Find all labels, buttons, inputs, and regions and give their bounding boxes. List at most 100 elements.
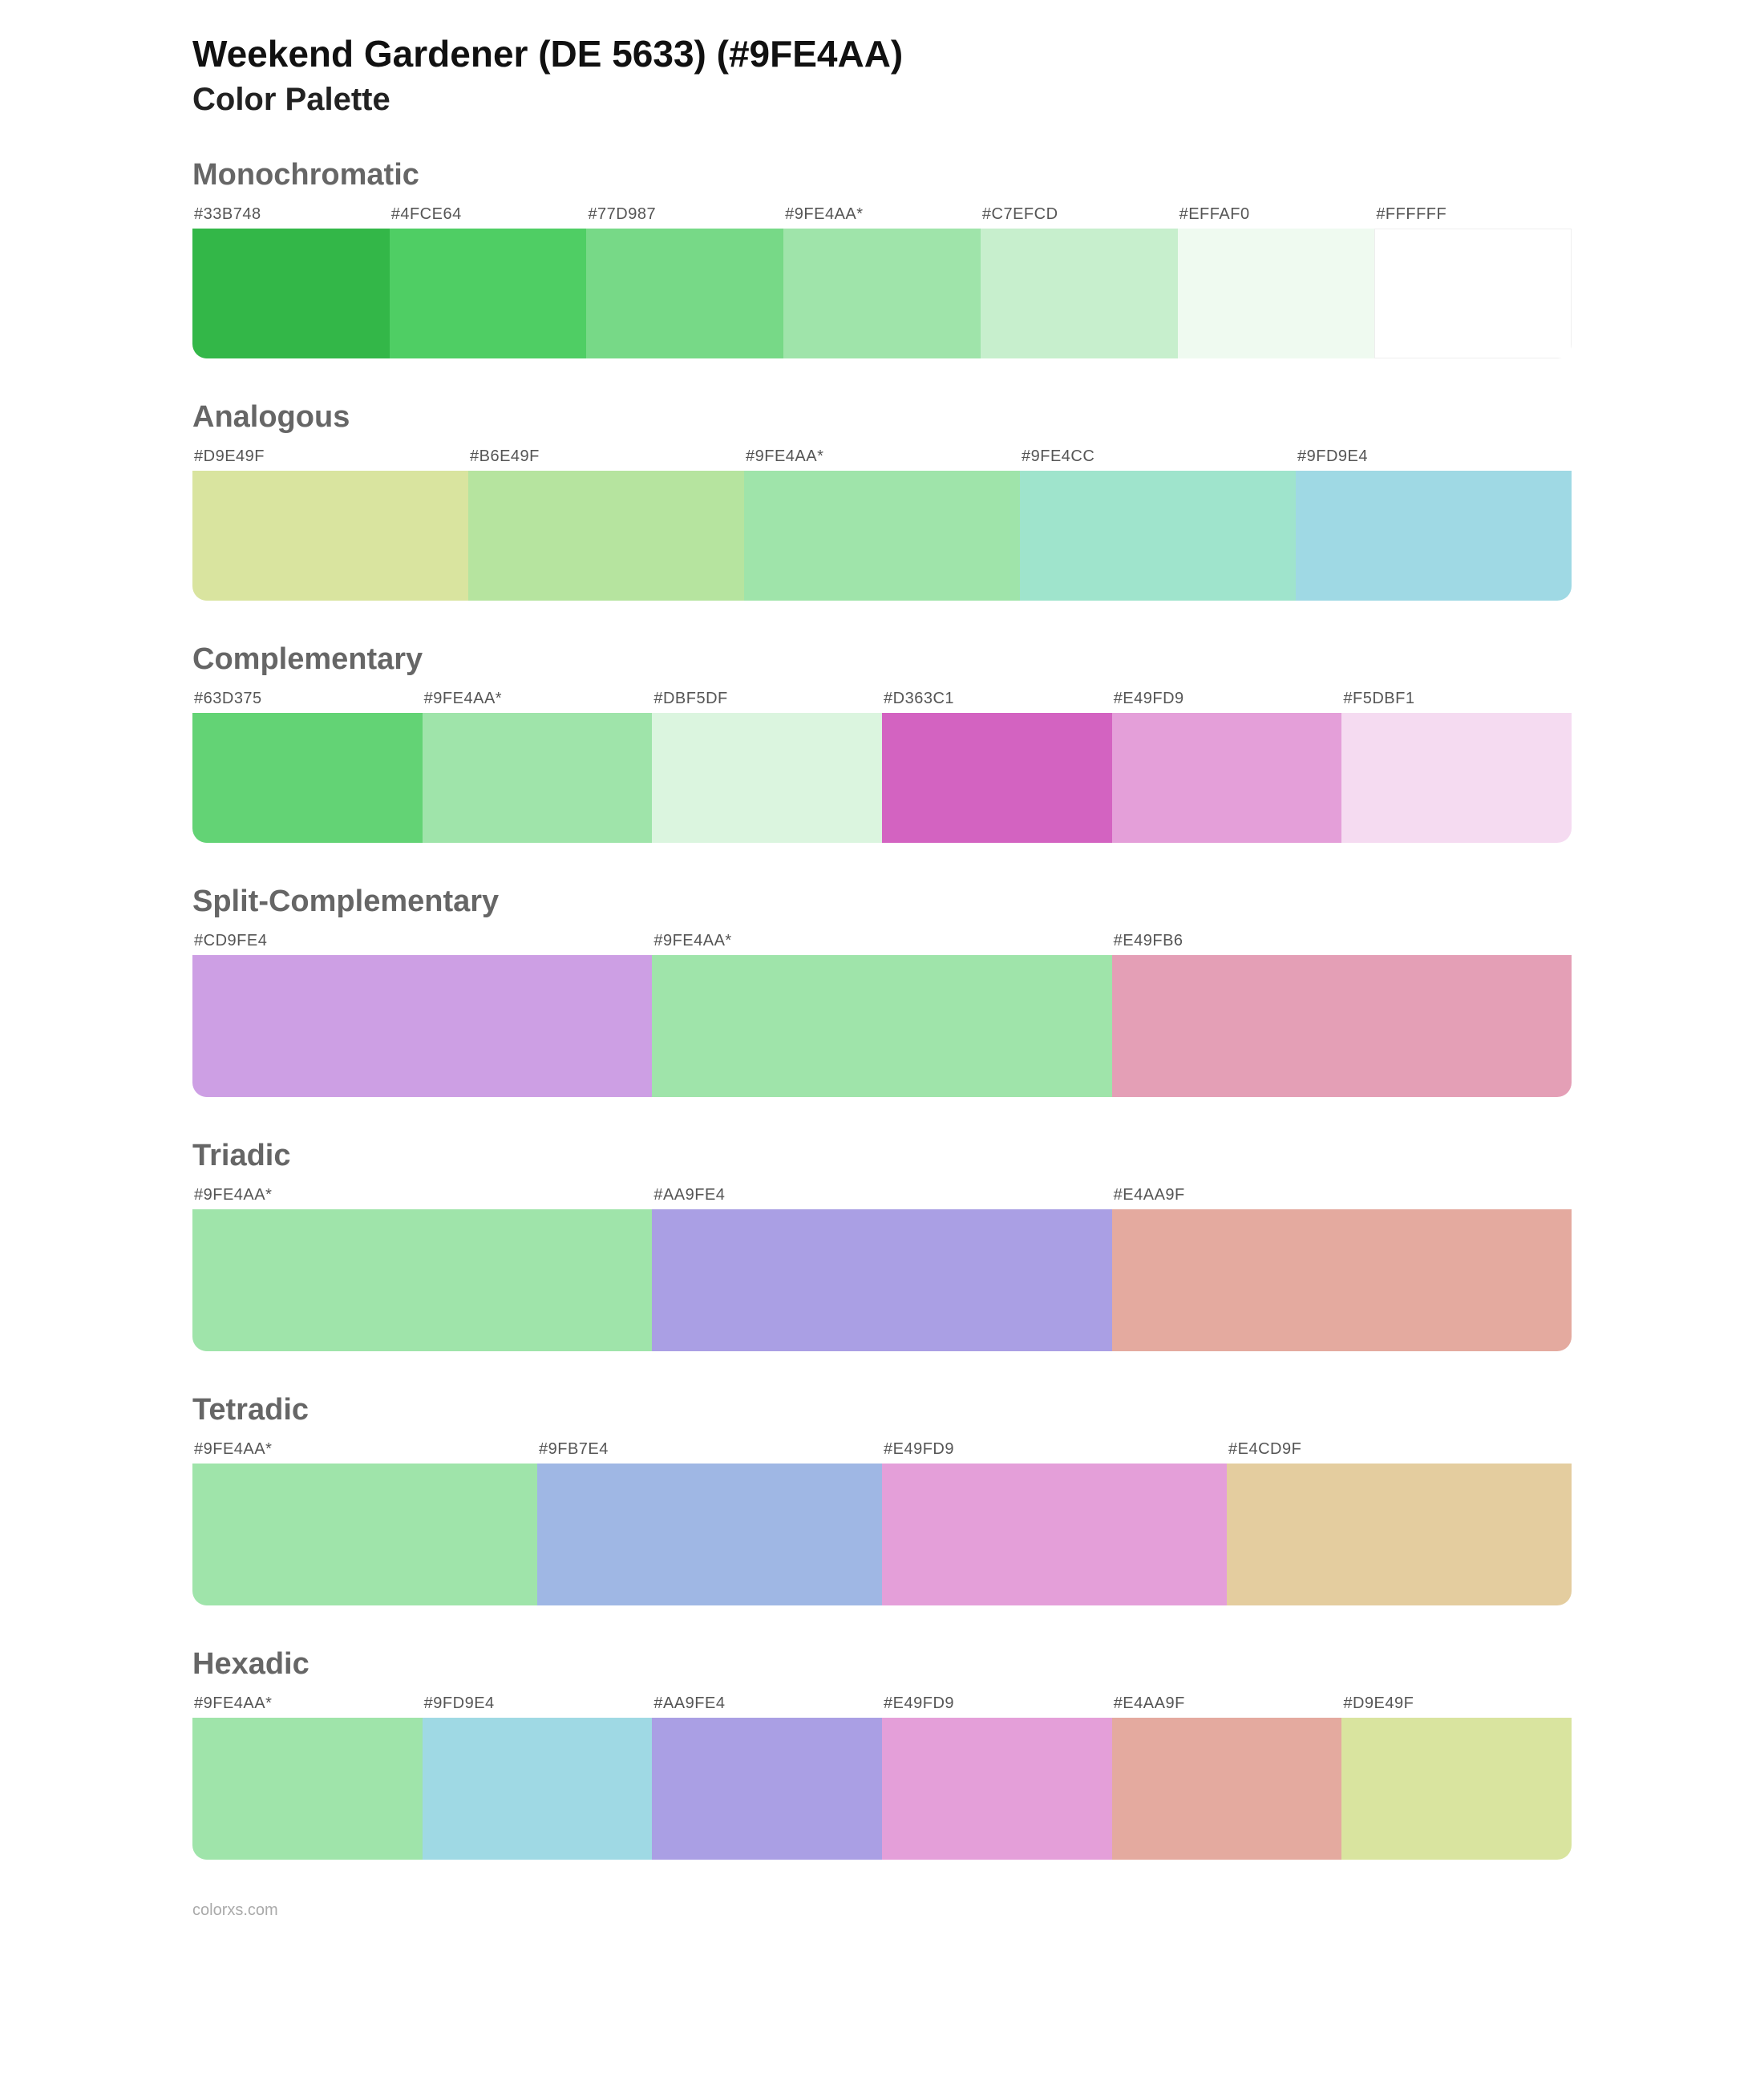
swatch-label: #E49FB6 xyxy=(1112,929,1572,955)
swatch-block xyxy=(192,1464,537,1605)
color-swatch: #C7EFCD xyxy=(981,202,1178,358)
swatch-block xyxy=(423,713,653,843)
swatch-block xyxy=(1296,471,1572,601)
swatch-block xyxy=(1112,713,1342,843)
swatch-label: #C7EFCD xyxy=(981,202,1178,229)
swatch-label: #E49FD9 xyxy=(882,1437,1227,1464)
swatch-label: #CD9FE4 xyxy=(192,929,652,955)
swatch-block xyxy=(192,1718,423,1860)
swatch-block xyxy=(882,713,1112,843)
swatch-label: #9FE4AA* xyxy=(783,202,981,229)
swatch-block xyxy=(1227,1464,1572,1605)
swatch-row: #9FE4AA*#9FD9E4#AA9FE4#E49FD9#E4AA9F#D9E… xyxy=(192,1691,1572,1860)
swatch-label: #D9E49F xyxy=(192,444,468,471)
color-swatch: #B6E49F xyxy=(468,444,744,601)
swatch-block xyxy=(652,1718,882,1860)
color-swatch: #9FE4AA* xyxy=(652,929,1111,1097)
color-swatch: #9FD9E4 xyxy=(423,1691,653,1860)
swatch-block xyxy=(882,1464,1227,1605)
color-swatch: #EFFAF0 xyxy=(1178,202,1375,358)
swatch-row: #CD9FE4#9FE4AA*#E49FB6 xyxy=(192,929,1572,1097)
swatch-label: #E49FD9 xyxy=(882,1691,1112,1718)
swatch-label: #EFFAF0 xyxy=(1178,202,1375,229)
color-swatch: #D9E49F xyxy=(1341,1691,1572,1860)
section-title: Analogous xyxy=(192,400,1572,435)
swatch-label: #9FB7E4 xyxy=(537,1437,882,1464)
palette-section: Tetradic #9FE4AA*#9FB7E4#E49FD9#E4CD9F xyxy=(192,1393,1572,1605)
swatch-block xyxy=(744,471,1020,601)
swatch-label: #B6E49F xyxy=(468,444,744,471)
swatch-label: #9FE4AA* xyxy=(652,929,1111,955)
swatch-label: #AA9FE4 xyxy=(652,1691,882,1718)
swatch-label: #9FE4AA* xyxy=(423,686,653,713)
swatch-block xyxy=(1374,229,1572,358)
section-title: Tetradic xyxy=(192,1393,1572,1427)
color-swatch: #CD9FE4 xyxy=(192,929,652,1097)
color-swatch: #E49FB6 xyxy=(1112,929,1572,1097)
swatch-label: #9FE4AA* xyxy=(192,1437,537,1464)
swatch-label: #E49FD9 xyxy=(1112,686,1342,713)
swatch-block xyxy=(652,955,1111,1097)
section-title: Triadic xyxy=(192,1139,1572,1173)
swatch-block xyxy=(468,471,744,601)
swatch-block xyxy=(192,955,652,1097)
palette-sections: Monochromatic#33B748#4FCE64#77D987#9FE4A… xyxy=(192,158,1572,1860)
swatch-block xyxy=(652,713,882,843)
color-swatch: #E4CD9F xyxy=(1227,1437,1572,1605)
swatch-row: #D9E49F#B6E49F#9FE4AA*#9FE4CC#9FD9E4 xyxy=(192,444,1572,601)
palette-section: Analogous #D9E49F#B6E49F#9FE4AA*#9FE4CC#9… xyxy=(192,400,1572,601)
swatch-block xyxy=(192,713,423,843)
swatch-block xyxy=(586,229,783,358)
color-swatch: #33B748 xyxy=(192,202,390,358)
swatch-label: #FFFFFF xyxy=(1374,202,1572,229)
swatch-label: #E4AA9F xyxy=(1112,1183,1572,1209)
color-swatch: #AA9FE4 xyxy=(652,1183,1111,1351)
swatch-block xyxy=(192,471,468,601)
swatch-block xyxy=(882,1718,1112,1860)
color-swatch: #77D987 xyxy=(586,202,783,358)
color-swatch: #9FE4AA* xyxy=(192,1183,652,1351)
color-swatch: #9FE4AA* xyxy=(783,202,981,358)
swatch-label: #D9E49F xyxy=(1341,1691,1572,1718)
palette-section: Triadic #9FE4AA*#AA9FE4#E4AA9F xyxy=(192,1139,1572,1351)
swatch-label: #9FE4AA* xyxy=(744,444,1020,471)
swatch-label: #9FD9E4 xyxy=(1296,444,1572,471)
swatch-block xyxy=(390,229,587,358)
swatch-block xyxy=(652,1209,1111,1351)
color-swatch: #D363C1 xyxy=(882,686,1112,843)
color-swatch: #F5DBF1 xyxy=(1341,686,1572,843)
color-swatch: #E49FD9 xyxy=(882,1437,1227,1605)
page-title: Weekend Gardener (DE 5633) (#9FE4AA) xyxy=(192,32,1572,75)
color-swatch: #E49FD9 xyxy=(882,1691,1112,1860)
color-swatch: #63D375 xyxy=(192,686,423,843)
color-swatch: #9FB7E4 xyxy=(537,1437,882,1605)
swatch-block xyxy=(1341,1718,1572,1860)
color-swatch: #DBF5DF xyxy=(652,686,882,843)
color-swatch: #9FE4AA* xyxy=(192,1691,423,1860)
swatch-label: #9FD9E4 xyxy=(423,1691,653,1718)
swatch-label: #D363C1 xyxy=(882,686,1112,713)
color-swatch: #E49FD9 xyxy=(1112,686,1342,843)
swatch-label: #9FE4AA* xyxy=(192,1183,652,1209)
swatch-block xyxy=(192,229,390,358)
swatch-block xyxy=(1112,1718,1342,1860)
swatch-label: #9FE4AA* xyxy=(192,1691,423,1718)
footer-credit: colorxs.com xyxy=(192,1901,1572,1920)
section-title: Complementary xyxy=(192,642,1572,677)
swatch-label: #DBF5DF xyxy=(652,686,882,713)
palette-section: Monochromatic#33B748#4FCE64#77D987#9FE4A… xyxy=(192,158,1572,358)
swatch-block xyxy=(1020,471,1296,601)
section-title: Hexadic xyxy=(192,1647,1572,1682)
color-swatch: #4FCE64 xyxy=(390,202,587,358)
palette-section: Complementary #63D375#9FE4AA*#DBF5DF#D363… xyxy=(192,642,1572,843)
color-swatch: #9FE4AA* xyxy=(192,1437,537,1605)
color-swatch: #9FD9E4 xyxy=(1296,444,1572,601)
swatch-block xyxy=(783,229,981,358)
swatch-label: #63D375 xyxy=(192,686,423,713)
swatch-block xyxy=(1341,713,1572,843)
swatch-block xyxy=(981,229,1178,358)
color-swatch: #9FE4AA* xyxy=(423,686,653,843)
swatch-label: #F5DBF1 xyxy=(1341,686,1572,713)
swatch-block xyxy=(1112,1209,1572,1351)
swatch-label: #E4CD9F xyxy=(1227,1437,1572,1464)
